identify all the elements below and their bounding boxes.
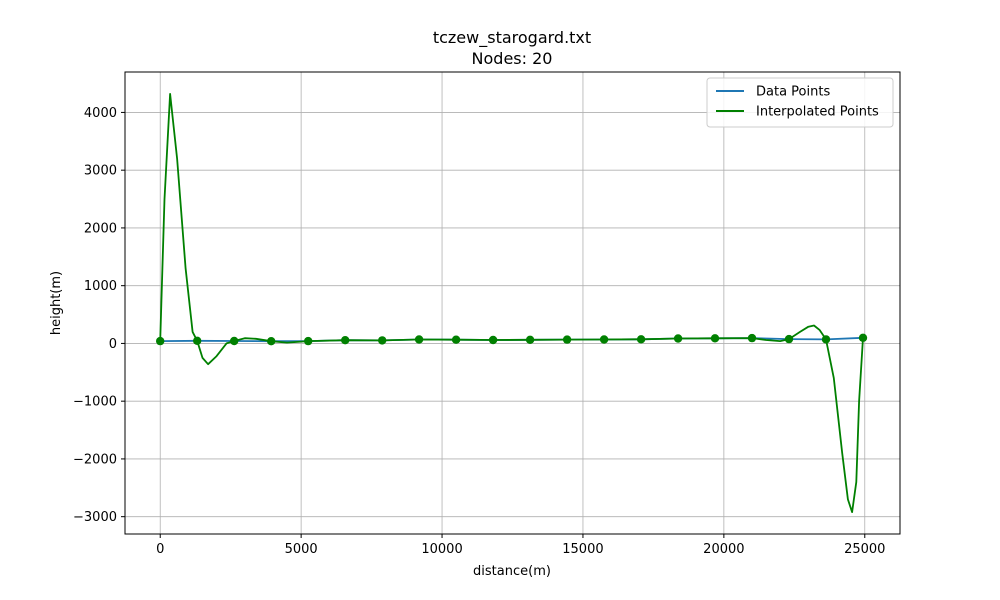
- x-tick-label: 20000: [703, 542, 744, 557]
- legend-label-interpolated-points: Interpolated Points: [756, 105, 879, 120]
- y-tick-label: 3000: [84, 164, 117, 179]
- data-point-marker: [193, 336, 202, 345]
- data-point-marker: [784, 334, 794, 344]
- legend: Data Points Interpolated Points: [706, 77, 894, 128]
- chart-title: tczew_starogard.txt: [433, 28, 591, 48]
- data-point-marker: [451, 335, 461, 344]
- y-tick-label: −3000: [73, 510, 117, 525]
- y-tick-label: 0: [109, 337, 117, 352]
- data-point-marker: [488, 335, 498, 345]
- data-point-marker: [525, 335, 535, 344]
- data-point-marker: [378, 336, 387, 345]
- plot-frame: [124, 71, 901, 535]
- x-tick-label: 25000: [844, 542, 885, 557]
- x-tick-label: 0: [156, 542, 164, 557]
- y-axis-ticks: −3000 −2000 −1000 0 1000 2000 3000 4000: [73, 106, 125, 525]
- y-tick-label: 4000: [84, 106, 117, 121]
- data-point-marker: [341, 336, 350, 345]
- x-tick-label: 15000: [562, 542, 603, 557]
- y-tick-label: −1000: [73, 395, 117, 410]
- x-axis-ticks: 0 5000 10000 15000 20000 25000: [156, 534, 885, 557]
- data-point-marker: [156, 336, 165, 346]
- data-point-marker: [562, 335, 572, 344]
- chart-subtitle: Nodes: 20: [472, 49, 553, 68]
- data-markers: [156, 333, 868, 346]
- legend-label-data-points: Data Points: [756, 85, 830, 100]
- data-point-marker: [858, 333, 868, 342]
- data-point-marker: [673, 334, 683, 343]
- data-point-marker: [414, 335, 424, 344]
- y-axis-label: height(m): [49, 271, 64, 335]
- data-point-marker: [304, 336, 313, 346]
- x-axis-label: distance(m): [473, 564, 551, 579]
- data-point-marker: [747, 333, 757, 343]
- data-point-marker: [710, 334, 720, 343]
- data-point-marker: [636, 335, 646, 344]
- y-tick-label: 1000: [84, 279, 117, 294]
- grid-lines: [125, 72, 900, 534]
- data-point-marker: [267, 337, 276, 346]
- y-tick-label: −2000: [73, 452, 117, 467]
- data-point-marker: [230, 336, 239, 346]
- data-point-marker: [599, 335, 609, 344]
- data-point-marker: [821, 335, 831, 344]
- legend-box: [706, 77, 894, 128]
- x-tick-label: 5000: [285, 542, 318, 557]
- x-tick-label: 10000: [421, 542, 462, 557]
- y-tick-label: 2000: [84, 221, 117, 236]
